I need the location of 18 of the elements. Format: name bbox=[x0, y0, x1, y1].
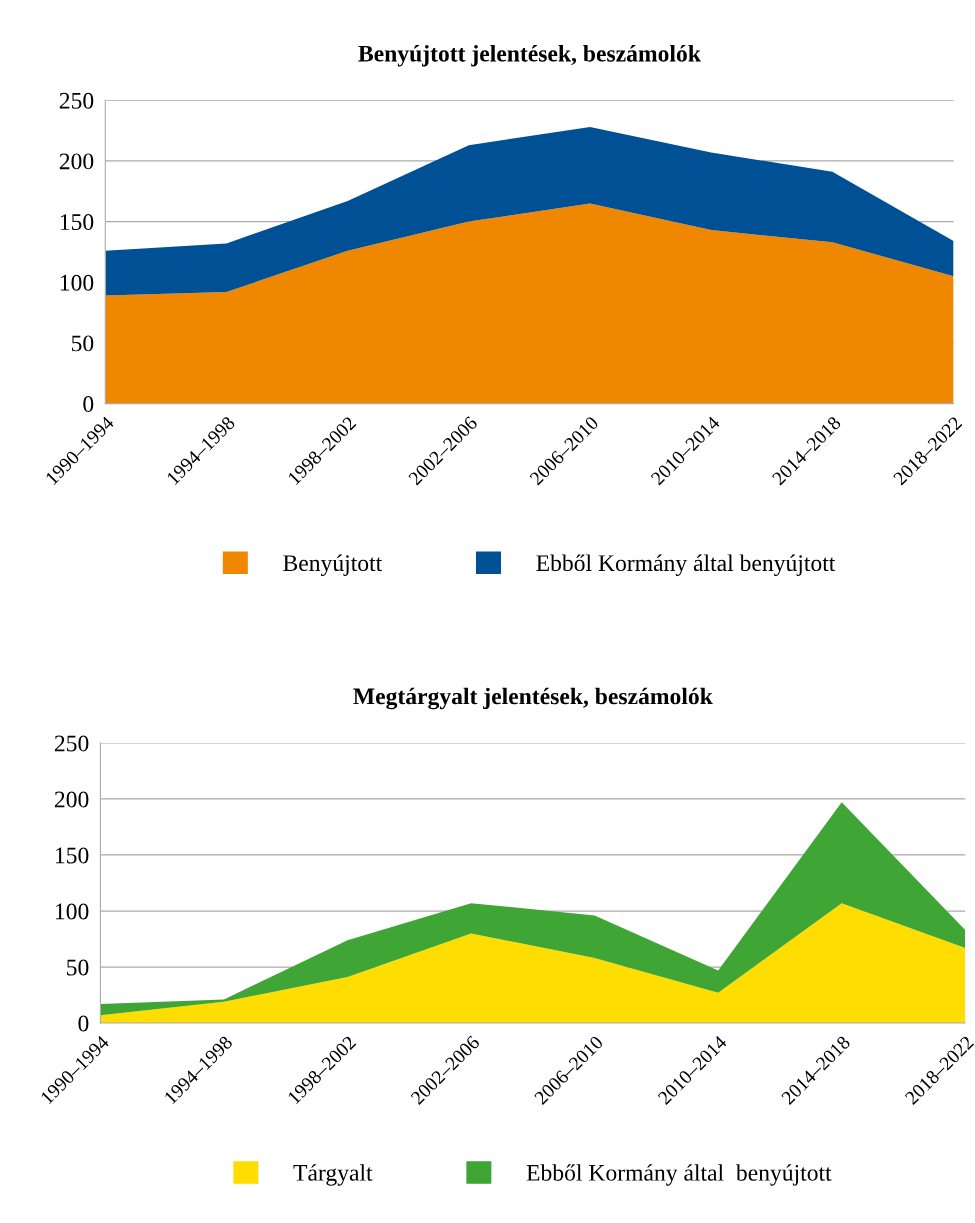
y-tick-label: 100 bbox=[60, 274, 94, 291]
y-tick-label: 150 bbox=[60, 214, 94, 231]
chart-title: Benyújtott jelentések, beszámolók bbox=[358, 44, 701, 67]
y-tick-label: 250 bbox=[54, 735, 89, 752]
y-tick-label: 200 bbox=[54, 791, 89, 808]
y-tick-label: 100 bbox=[55, 903, 89, 920]
y-tick-label: 150 bbox=[55, 847, 89, 864]
y-tick-label: 0 bbox=[83, 396, 94, 413]
y-tick-label: 50 bbox=[67, 959, 89, 976]
legend-label: Ebből Kormány által benyújtott bbox=[536, 554, 836, 576]
chart-title: Megtárgyalt jelentések, beszámolók bbox=[353, 687, 713, 710]
y-tick-label: 200 bbox=[59, 153, 94, 170]
y-tick-label: 0 bbox=[78, 1015, 89, 1032]
legend-label: Benyújtott bbox=[283, 554, 383, 576]
legend-label: Tárgyalt bbox=[293, 1164, 373, 1186]
y-tick-label: 50 bbox=[71, 335, 94, 352]
y-tick-label: 250 bbox=[59, 92, 94, 109]
legend-label: Ebből Kormány által benyújtott bbox=[526, 1164, 832, 1186]
